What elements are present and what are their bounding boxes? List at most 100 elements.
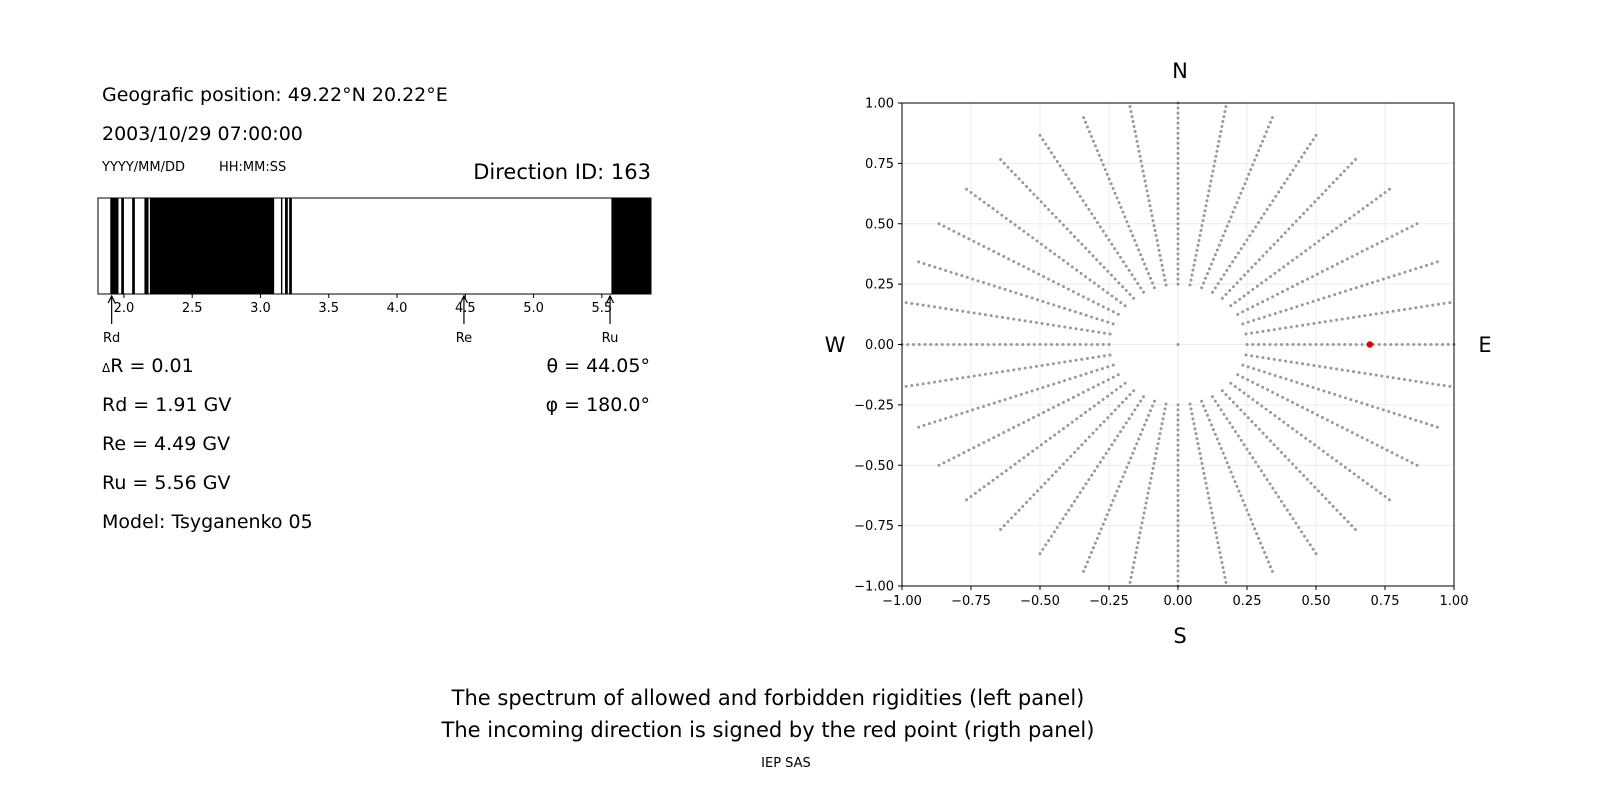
direction-point [1078, 491, 1082, 495]
direction-point [969, 343, 973, 346]
direction-point [1057, 380, 1061, 384]
direction-point [1176, 232, 1180, 236]
direction-point [1435, 260, 1439, 264]
direction-point [1176, 202, 1180, 206]
direction-point [1109, 412, 1113, 416]
direction-point [1176, 192, 1180, 196]
direction-point [1425, 381, 1429, 385]
direction-point [1381, 277, 1385, 281]
direction-point [1176, 257, 1180, 261]
direction-point [1081, 486, 1085, 490]
direction-point [1061, 168, 1065, 172]
direction-point [1086, 560, 1090, 564]
direction-point [1067, 343, 1071, 346]
direction-point [1069, 454, 1073, 458]
direction-point [1262, 315, 1266, 319]
direction-point [1124, 421, 1128, 425]
direction-point [933, 265, 937, 269]
direction-point [1017, 177, 1021, 181]
direction-point [1238, 388, 1242, 392]
direction-point [1251, 288, 1255, 292]
direction-point [1222, 273, 1226, 277]
direction-point [1017, 459, 1021, 463]
direction-point [1047, 208, 1051, 212]
direction-point [965, 410, 969, 414]
direction-point [1176, 423, 1180, 427]
direction-point [1012, 368, 1016, 372]
direction-point [1267, 329, 1271, 333]
direction-point [1276, 238, 1280, 242]
direction-point [1052, 405, 1056, 409]
direction-point [1052, 382, 1056, 386]
direction-point [1203, 209, 1207, 213]
direction-point [1202, 404, 1206, 408]
direction-point [1147, 486, 1151, 490]
direction-point [1032, 415, 1036, 419]
direction-point [1189, 407, 1193, 411]
direction-point [1176, 478, 1180, 482]
direction-point [1294, 466, 1298, 470]
direction-point [1219, 556, 1223, 560]
direction-point [1214, 531, 1218, 535]
direction-point [1403, 308, 1407, 312]
direction-point [1322, 296, 1326, 300]
direction-point [1082, 569, 1086, 573]
direction-point [1320, 415, 1324, 419]
direction-point [1196, 442, 1200, 446]
direction-id: Direction ID: 163 [473, 160, 651, 184]
direction-point [1375, 443, 1379, 447]
direction-point [1084, 439, 1088, 443]
direction-point [1325, 267, 1329, 271]
direction-point [1215, 149, 1219, 153]
direction-point [1271, 390, 1275, 394]
direction-point [1251, 305, 1255, 309]
x-tick-label: 2.0 [114, 301, 135, 316]
direction-point [1419, 380, 1423, 384]
direction-point [1315, 272, 1319, 276]
direction-point [1239, 438, 1243, 442]
direction-point [1176, 438, 1180, 442]
direction-point [1365, 247, 1369, 251]
direction-point [1127, 224, 1131, 228]
direction-point [958, 343, 961, 346]
direction-point [1095, 258, 1099, 262]
direction-point [1322, 389, 1326, 393]
direction-point [949, 308, 953, 312]
direction-point [1339, 223, 1343, 227]
direction-point [933, 380, 937, 384]
direction-point [1176, 549, 1180, 553]
direction-point [1300, 405, 1304, 409]
direction-point [1040, 322, 1044, 326]
direction-point [1285, 343, 1289, 346]
direction-point [1149, 209, 1153, 213]
direction-point [1357, 210, 1361, 214]
direction-point [1262, 212, 1266, 216]
spectrum-frame [97, 197, 652, 295]
direction-point [1233, 300, 1237, 304]
east-label: E [1478, 333, 1492, 357]
direction-point [1129, 456, 1133, 460]
direction-point [1342, 516, 1346, 520]
direction-point [1021, 181, 1025, 185]
direction-point [992, 401, 996, 405]
direction-point [1150, 404, 1154, 408]
direction-point [1241, 363, 1245, 367]
direction-point [1048, 436, 1052, 440]
direction-point [982, 244, 986, 248]
direction-point [1046, 322, 1050, 326]
direction-point [1207, 418, 1211, 422]
direction-point [1241, 186, 1245, 190]
direction-point [1093, 469, 1097, 473]
direction-point [1004, 469, 1008, 473]
direction-point [1129, 110, 1133, 114]
direction-point [1282, 504, 1286, 508]
direction-point [1110, 391, 1114, 395]
direction-point [1352, 213, 1356, 217]
direction-point [1017, 508, 1021, 512]
direction-point [1218, 134, 1222, 138]
direction-point [1264, 278, 1268, 282]
direction-point [1176, 473, 1180, 477]
direction-point [1176, 182, 1180, 185]
caption-line-2: The incoming direction is signed by the … [441, 718, 1095, 742]
direction-point [1128, 580, 1132, 584]
